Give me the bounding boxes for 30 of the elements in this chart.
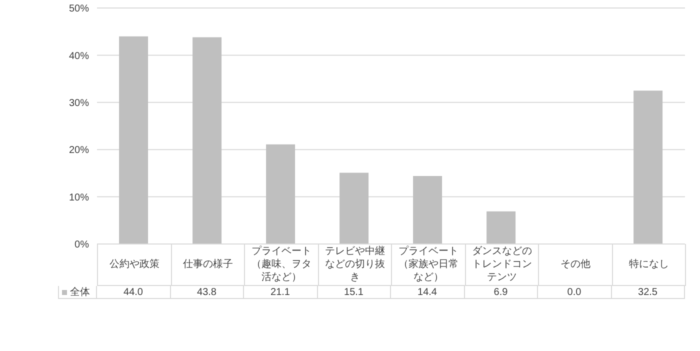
y-tick-label: 40%: [68, 50, 90, 62]
x-tick-label: 仕事の様子: [172, 244, 245, 286]
data-label: 44.0: [97, 286, 170, 299]
x-tick-label: ダンスなどのトレンドコンテンツ: [466, 244, 539, 286]
y-tick-label: 0%: [74, 240, 90, 251]
bar: [192, 37, 222, 244]
legend-label: 全体: [70, 286, 90, 298]
bar: [266, 144, 296, 244]
data-label: 14.4: [391, 286, 464, 299]
data-label: 43.8: [170, 286, 244, 299]
y-tick-label: 20%: [68, 145, 90, 156]
x-tick-label: プライベート（趣味、ヲタ活など）: [245, 244, 318, 286]
y-tick-label: 50%: [68, 4, 90, 15]
data-label: 0.0: [538, 286, 612, 299]
x-tick-label: 公約や政策: [98, 244, 172, 286]
y-tick-label: 10%: [68, 192, 90, 204]
data-label: 32.5: [612, 286, 685, 299]
y-tick-label: 30%: [68, 98, 90, 109]
data-label: 21.1: [244, 286, 318, 299]
data-label: 6.9: [464, 286, 538, 299]
bar: [413, 176, 442, 244]
x-tick-label: プライベート（家族や日常など）: [392, 244, 466, 286]
data-label: 15.1: [318, 286, 391, 299]
bar: [634, 90, 663, 244]
x-tick-label: テレビや中継などの切り抜き: [318, 244, 392, 286]
bar: [119, 36, 148, 244]
x-tick-label: その他: [539, 244, 612, 286]
x-tick-label: 特になし: [612, 244, 686, 286]
bar: [486, 211, 516, 244]
bar: [340, 172, 369, 244]
